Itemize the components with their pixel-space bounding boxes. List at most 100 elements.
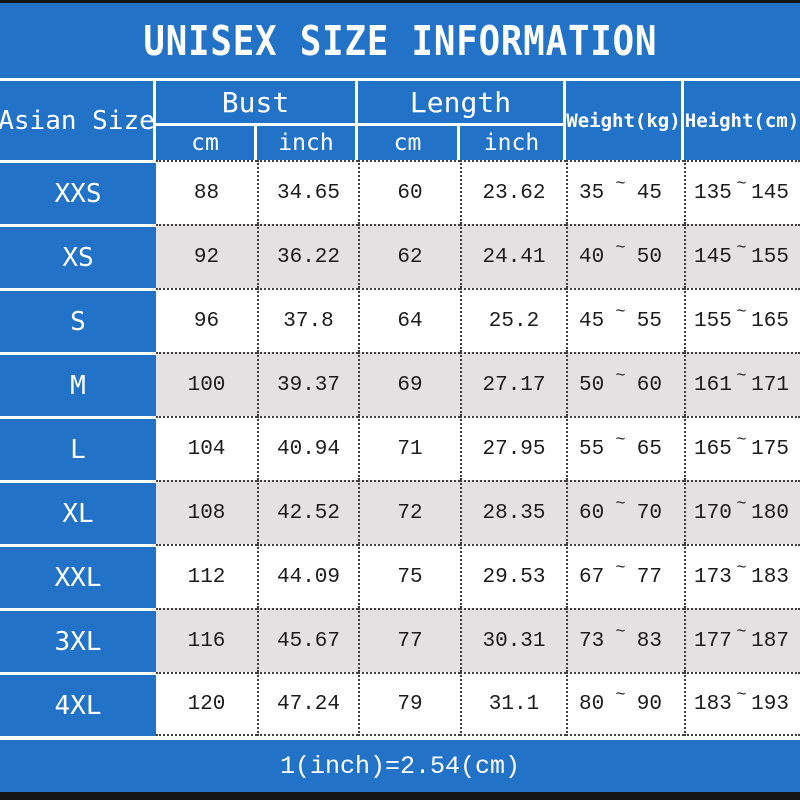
weight-range: 40 ~ 50 [566,224,684,288]
tilde-glyph: ~ [736,685,747,705]
bust-cm-value: 88 [156,160,257,224]
tilde-glyph: ~ [615,302,626,322]
height-min: 155 [694,309,732,333]
weight-max: 55 [636,309,662,333]
length-inch-value: 31.1 [460,672,566,736]
header-asian-size: Asian Size [0,81,155,160]
bust-inch-value: 47.24 [257,672,358,736]
weight-range: 67 ~ 77 [566,544,684,608]
size-label: 3XL [0,608,156,672]
conversion-note: 1(inch)=2.54(cm) [279,751,521,781]
bust-inch-value: 34.65 [257,160,358,224]
tilde-glyph: ~ [615,622,626,642]
height-max: 187 [751,629,789,653]
footer-band: 1(inch)=2.54(cm) [0,740,800,792]
height-max: 145 [751,181,789,205]
bust-cm-value: 116 [156,608,257,672]
weight-min: 55 [579,437,605,461]
bottom-black-bar [0,792,800,800]
tilde-glyph: ~ [736,366,747,386]
length-inch-value: 30.31 [460,608,566,672]
length-inch-value: 27.17 [460,352,566,416]
height-range: 135 ~ 145 [684,160,800,224]
size-label: S [0,288,156,352]
height-range: 183 ~ 193 [684,672,800,736]
height-range: 161 ~ 171 [684,352,800,416]
weight-min: 40 [579,245,605,269]
weight-max: 70 [636,501,662,525]
size-label: L [0,416,156,480]
weight-range: 60 ~ 70 [566,480,684,544]
weight-max: 45 [636,181,662,205]
header-bust-cm: cm [156,126,254,160]
weight-max: 77 [636,565,662,589]
tilde-glyph: ~ [736,622,747,642]
bust-inch-value: 40.94 [257,416,358,480]
length-inch-value: 28.35 [460,480,566,544]
length-inch-value: 27.95 [460,416,566,480]
size-table-body: XXS 88 34.65 60 23.62 35 ~ 45 135 ~ 145 … [0,160,800,736]
length-inch-value: 23.62 [460,160,566,224]
weight-min: 35 [579,181,605,205]
bust-cm-value: 92 [156,224,257,288]
weight-range: 35 ~ 45 [566,160,684,224]
bust-cm-value: 104 [156,416,257,480]
bust-inch-value: 39.37 [257,352,358,416]
tilde-glyph: ~ [615,238,626,258]
length-cm-value: 62 [358,224,460,288]
bust-inch-value: 36.22 [257,224,358,288]
weight-range: 55 ~ 65 [566,416,684,480]
length-inch-value: 24.41 [460,224,566,288]
height-range: 165 ~ 175 [684,416,800,480]
header-bust-inch: inch [257,126,355,160]
footer-gap [0,736,800,740]
weight-min: 80 [579,692,605,716]
bust-cm-value: 100 [156,352,257,416]
height-range: 170 ~ 180 [684,480,800,544]
weight-max: 60 [636,373,662,397]
height-range: 173 ~ 183 [684,544,800,608]
tilde-glyph: ~ [736,558,747,578]
height-min: 161 [694,373,732,397]
height-min: 173 [694,565,732,589]
tilde-glyph: ~ [615,558,626,578]
size-label: XXL [0,544,156,608]
tilde-glyph: ~ [736,430,747,450]
weight-min: 60 [579,501,605,525]
length-inch-value: 25.2 [460,288,566,352]
header-length-inch: inch [460,126,563,160]
height-max: 193 [751,692,789,716]
height-min: 135 [694,181,732,205]
header-bust-group: Bust [156,81,355,123]
length-cm-value: 79 [358,672,460,736]
header-length-group: Length [358,81,563,123]
tilde-glyph: ~ [736,494,747,514]
height-min: 177 [694,629,732,653]
height-min: 170 [694,501,732,525]
tilde-glyph: ~ [615,366,626,386]
length-cm-value: 77 [358,608,460,672]
height-range: 155 ~ 165 [684,288,800,352]
size-label: XS [0,224,156,288]
height-max: 180 [751,501,789,525]
bust-cm-value: 96 [156,288,257,352]
height-max: 175 [751,437,789,461]
tilde-glyph: ~ [736,302,747,322]
bust-inch-value: 45.67 [257,608,358,672]
weight-min: 73 [579,629,605,653]
weight-range: 45 ~ 55 [566,288,684,352]
height-max: 171 [751,373,789,397]
length-inch-value: 29.53 [460,544,566,608]
height-min: 165 [694,437,732,461]
weight-range: 73 ~ 83 [566,608,684,672]
weight-max: 50 [636,245,662,269]
weight-min: 50 [579,373,605,397]
weight-max: 90 [636,692,662,716]
header-height: Height(cm) [684,81,800,160]
length-cm-value: 75 [358,544,460,608]
length-cm-value: 60 [358,160,460,224]
header-weight: Weight(kg) [566,81,681,160]
bust-cm-value: 120 [156,672,257,736]
bust-inch-value: 44.09 [257,544,358,608]
table-header: Asian Size Bust Length Weight(kg) Height… [0,81,800,160]
